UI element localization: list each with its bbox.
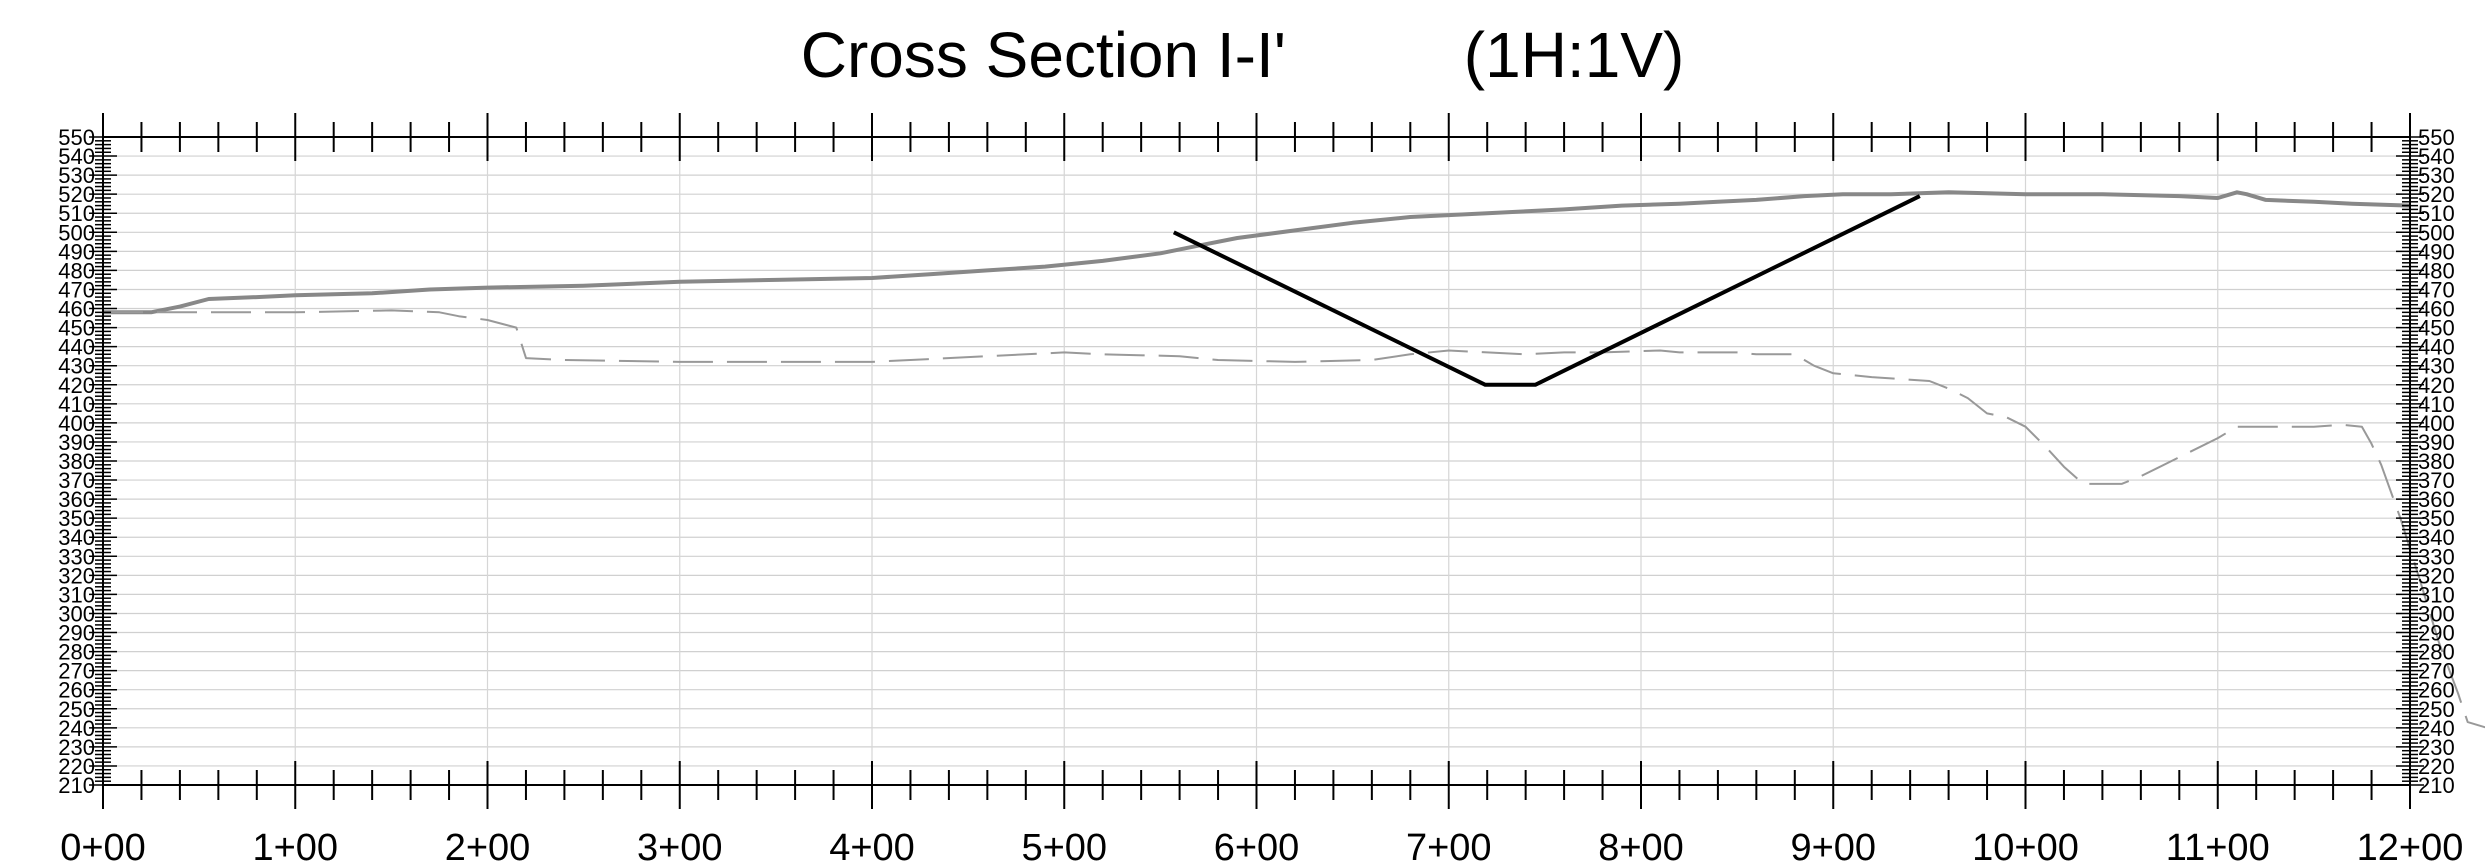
y-tick-label-right: 290 bbox=[2418, 621, 2455, 646]
y-tick-label-right: 460 bbox=[2418, 297, 2455, 322]
y-tick-label-left: 540 bbox=[58, 144, 95, 169]
y-tick-label-left: 260 bbox=[58, 678, 95, 703]
y-tick-label-left: 450 bbox=[58, 316, 95, 341]
x-tick-label: 7+00 bbox=[1406, 827, 1492, 864]
y-tick-label-left: 380 bbox=[58, 449, 95, 474]
y-tick-label-right: 260 bbox=[2418, 678, 2455, 703]
x-tick-label: 6+00 bbox=[1214, 827, 1300, 864]
y-tick-label-right: 510 bbox=[2418, 201, 2455, 226]
series-line-solid-black bbox=[1172, 194, 1921, 387]
series-line-dashed-gray bbox=[103, 309, 2485, 729]
y-tick-label-right: 420 bbox=[2418, 373, 2455, 398]
y-tick-label-left: 420 bbox=[58, 373, 95, 398]
y-tick-label-left: 230 bbox=[58, 735, 95, 760]
y-tick-label-right: 490 bbox=[2418, 239, 2455, 264]
y-tick-label-left: 550 bbox=[58, 125, 95, 150]
y-tick-label-left: 370 bbox=[58, 468, 95, 493]
y-tick-label-right: 280 bbox=[2418, 640, 2455, 665]
chart-title: Cross Section I-I' (1H:1V) bbox=[800, 19, 1685, 91]
y-tick-label-left: 290 bbox=[58, 621, 95, 646]
y-tick-label-left: 300 bbox=[58, 601, 95, 626]
y-tick-label-right: 540 bbox=[2418, 144, 2455, 169]
y-tick-label-left: 270 bbox=[58, 659, 95, 684]
y-tick-label-left: 320 bbox=[58, 563, 95, 588]
y-tick-label-right: 300 bbox=[2418, 601, 2455, 626]
x-tick-label: 4+00 bbox=[829, 827, 915, 864]
y-tick-label-left: 530 bbox=[58, 163, 95, 188]
y-tick-label-right: 320 bbox=[2418, 563, 2455, 588]
y-tick-label-left: 250 bbox=[58, 697, 95, 722]
y-tick-label-left: 210 bbox=[58, 773, 95, 798]
y-tick-label-right: 530 bbox=[2418, 163, 2455, 188]
y-tick-label-right: 480 bbox=[2418, 258, 2455, 283]
y-tick-label-left: 390 bbox=[58, 430, 95, 455]
y-tick-label-right: 210 bbox=[2418, 773, 2455, 798]
x-tick-label: 3+00 bbox=[637, 827, 723, 864]
x-tick-label: 0+00 bbox=[60, 827, 146, 864]
y-tick-label-left: 480 bbox=[58, 258, 95, 283]
y-tick-label-right: 240 bbox=[2418, 716, 2455, 741]
y-tick-label-left: 240 bbox=[58, 716, 95, 741]
x-tick-label: 11+00 bbox=[2166, 827, 2270, 864]
y-tick-label-left: 400 bbox=[58, 411, 95, 436]
y-tick-label-right: 470 bbox=[2418, 277, 2455, 302]
y-tick-label-right: 250 bbox=[2418, 697, 2455, 722]
y-tick-label-left: 520 bbox=[58, 182, 95, 207]
y-tick-label-left: 350 bbox=[58, 506, 95, 531]
y-tick-label-right: 360 bbox=[2418, 487, 2455, 512]
y-tick-label-right: 350 bbox=[2418, 506, 2455, 531]
y-tick-label-left: 490 bbox=[58, 239, 95, 264]
y-tick-label-right: 550 bbox=[2418, 125, 2455, 150]
x-tick-label: 12+00 bbox=[2357, 827, 2464, 864]
y-tick-label-right: 340 bbox=[2418, 525, 2455, 550]
y-tick-label-right: 220 bbox=[2418, 754, 2455, 779]
y-tick-label-left: 440 bbox=[58, 335, 95, 360]
y-tick-label-left: 510 bbox=[58, 201, 95, 226]
y-tick-label-left: 340 bbox=[58, 525, 95, 550]
y-tick-label-left: 360 bbox=[58, 487, 95, 512]
y-tick-label-right: 520 bbox=[2418, 182, 2455, 207]
y-tick-label-left: 460 bbox=[58, 297, 95, 322]
y-tick-label-right: 440 bbox=[2418, 335, 2455, 360]
x-tick-label: 2+00 bbox=[445, 827, 531, 864]
series-line-solid-gray bbox=[103, 190, 2411, 315]
y-tick-label-right: 330 bbox=[2418, 544, 2455, 569]
y-tick-label-right: 380 bbox=[2418, 449, 2455, 474]
x-tick-label: 10+00 bbox=[1972, 827, 2079, 864]
y-tick-label-right: 310 bbox=[2418, 582, 2455, 607]
y-tick-label-left: 280 bbox=[58, 640, 95, 665]
axes bbox=[89, 113, 2424, 809]
y-tick-label-left: 330 bbox=[58, 544, 95, 569]
y-tick-label-right: 390 bbox=[2418, 430, 2455, 455]
y-tick-label-left: 410 bbox=[58, 392, 95, 417]
y-tick-label-right: 410 bbox=[2418, 392, 2455, 417]
y-tick-label-right: 400 bbox=[2418, 411, 2455, 436]
y-tick-label-right: 430 bbox=[2418, 354, 2455, 379]
y-tick-label-left: 470 bbox=[58, 277, 95, 302]
y-tick-label-right: 270 bbox=[2418, 659, 2455, 684]
y-tick-label-right: 230 bbox=[2418, 735, 2455, 760]
y-tick-label-left: 220 bbox=[58, 754, 95, 779]
y-tick-label-right: 500 bbox=[2418, 220, 2455, 245]
x-tick-label: 5+00 bbox=[1021, 827, 1107, 864]
y-tick-label-right: 370 bbox=[2418, 468, 2455, 493]
y-tick-label-left: 430 bbox=[58, 354, 95, 379]
y-tick-label-left: 310 bbox=[58, 582, 95, 607]
x-tick-label: 1+00 bbox=[252, 827, 338, 864]
series-group bbox=[103, 190, 2485, 729]
x-tick-label: 8+00 bbox=[1598, 827, 1684, 864]
y-tick-label-right: 450 bbox=[2418, 316, 2455, 341]
x-tick-label: 9+00 bbox=[1790, 827, 1876, 864]
y-tick-label-left: 500 bbox=[58, 220, 95, 245]
